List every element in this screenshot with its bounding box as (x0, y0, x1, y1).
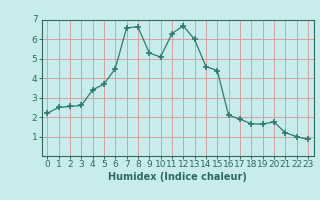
Text: 7: 7 (32, 16, 38, 24)
X-axis label: Humidex (Indice chaleur): Humidex (Indice chaleur) (108, 172, 247, 182)
